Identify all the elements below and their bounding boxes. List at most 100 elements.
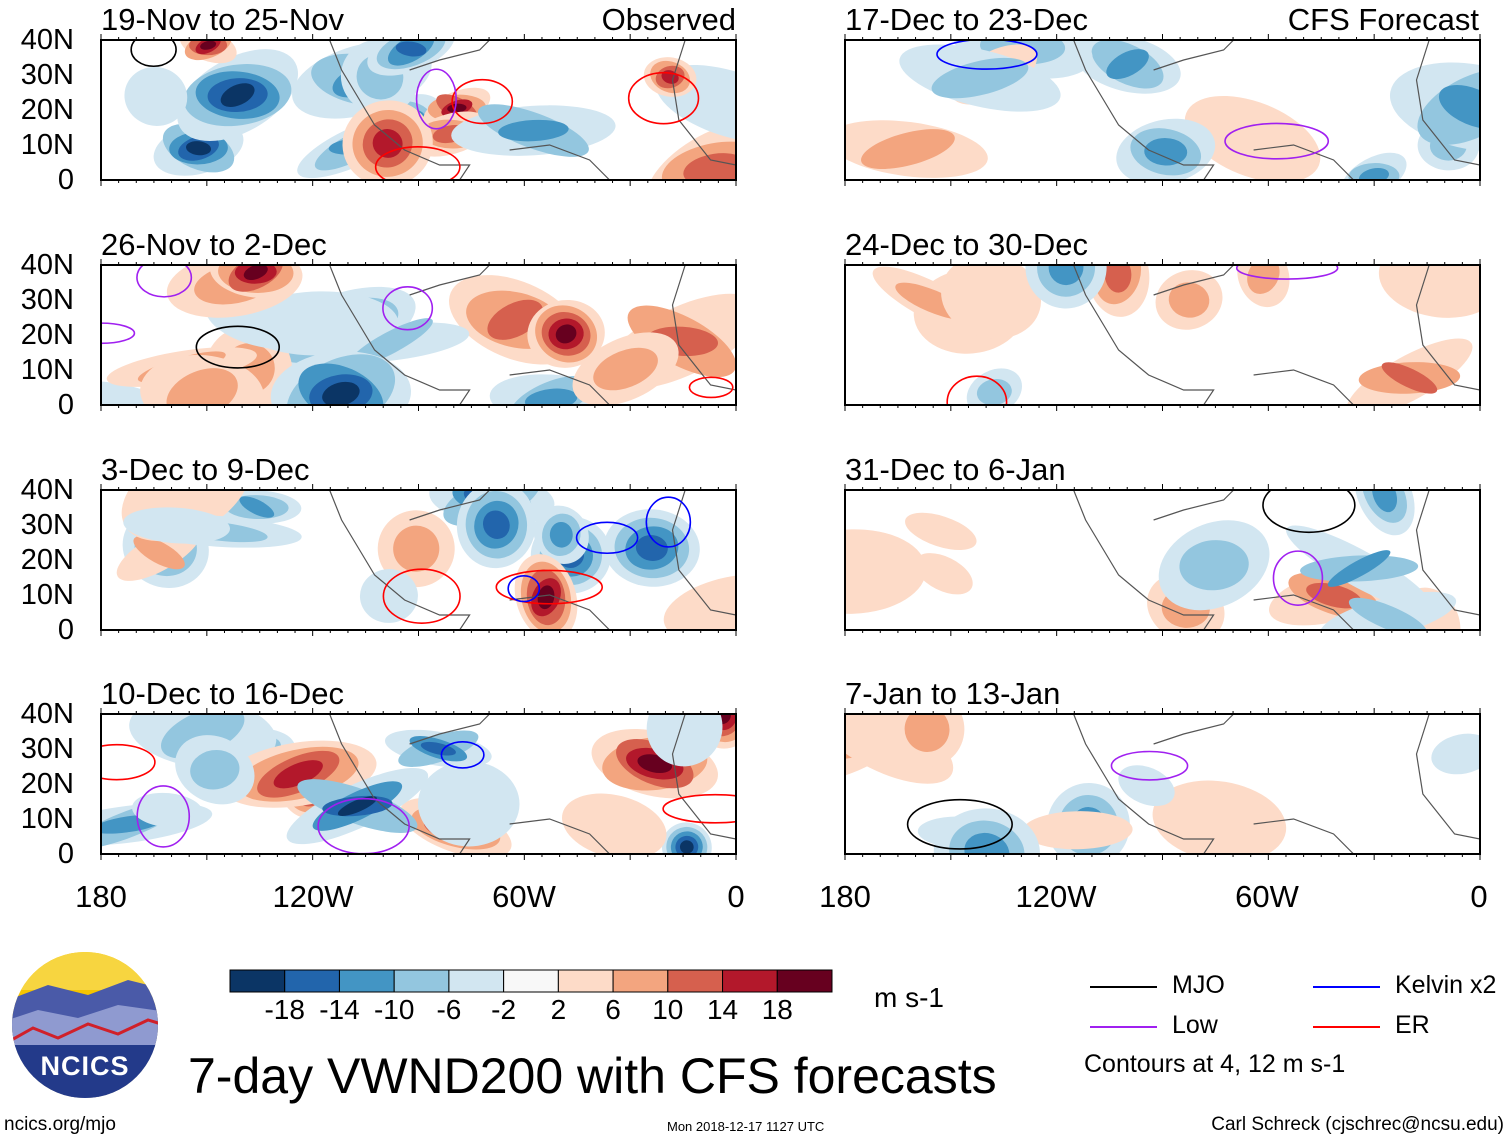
lat-label: 0 (57, 164, 74, 196)
lat-label: 0 (57, 389, 74, 421)
lon-label: 0 (727, 879, 745, 914)
colorbar-swatch (503, 969, 559, 993)
wave-contour (382, 568, 461, 624)
wave-contour (946, 375, 1008, 405)
anomaly-shading (1022, 811, 1133, 850)
map-panel (100, 34, 737, 186)
anomaly-shading (337, 796, 377, 816)
lat-label: 0 (57, 614, 74, 646)
colorbar-label: 10 (652, 994, 684, 1025)
wave-contour (936, 40, 1038, 70)
anomaly-shading (359, 569, 418, 623)
map-panel (844, 484, 1481, 636)
map-panel (100, 484, 737, 636)
anomaly-shading (646, 714, 723, 767)
anomaly-shading (1048, 265, 1084, 286)
panel-title: 17-Dec to 23-Dec (845, 2, 1088, 37)
anomaly-shading (420, 741, 456, 756)
anomaly-shading (905, 512, 977, 550)
wave-contour (575, 521, 639, 555)
colorbar-label: -14 (319, 994, 360, 1025)
wave-contour (130, 40, 177, 68)
coastline (329, 490, 736, 630)
anomaly-shading (964, 832, 1010, 854)
wave-contour (627, 71, 700, 125)
lat-label: 20N (20, 544, 74, 576)
wave-contour (1235, 265, 1339, 280)
anomaly-shading (914, 553, 973, 595)
website-link[interactable]: ncics.org/mjo (4, 1114, 116, 1135)
lat-label: 30N (20, 509, 74, 541)
ncics-logo: NCICS (12, 952, 158, 1098)
anomaly-shading (1106, 49, 1149, 80)
anomaly-shading (1247, 265, 1280, 294)
colorbar-swatch (393, 969, 450, 993)
anomaly-shading (593, 347, 658, 391)
anomaly-shading (904, 714, 950, 752)
anomaly-shading (393, 525, 440, 572)
wave-contour (645, 496, 692, 548)
lat-label: 10N (20, 129, 74, 161)
wave-contour (440, 740, 485, 769)
anomaly-shading (524, 388, 578, 405)
colorbar-swatch (338, 969, 395, 993)
observed-label: Observed (601, 2, 736, 37)
anomaly-shading (976, 378, 1012, 405)
lat-label: 10N (20, 354, 74, 386)
colorbar-swatch (667, 969, 724, 993)
anomaly-shading (1372, 490, 1398, 513)
anomaly-shading (166, 368, 238, 405)
anomaly-shading (1348, 597, 1428, 630)
wave-contour (906, 798, 1013, 850)
lat-label: 20N (20, 94, 74, 126)
anomaly-shading (1381, 362, 1438, 394)
timestamp: Mon 2018-12-17 1127 UTC (667, 1119, 825, 1134)
wave-contour (136, 785, 191, 848)
colorbar-swatch (284, 969, 340, 993)
wave-contour (507, 574, 541, 603)
anomaly-shading (1144, 138, 1188, 166)
anomaly-shading (1152, 780, 1287, 854)
lon-label: 120W (272, 879, 354, 914)
wave-contour (1110, 750, 1189, 781)
anomaly-shading (123, 507, 230, 544)
anomaly-shading (220, 83, 255, 107)
anomaly-shading (555, 324, 577, 344)
anomaly-shading (1118, 765, 1175, 807)
lat-label: 20N (20, 319, 74, 351)
lat-label: 10N (20, 579, 74, 611)
panel-title: 3-Dec to 9-Dec (101, 452, 310, 487)
anomaly-shading (1168, 282, 1210, 318)
colorbar-label: 2 (550, 994, 567, 1025)
lon-label: 180 (819, 879, 871, 914)
anomaly-shading (273, 760, 323, 789)
anomaly-shading (1438, 85, 1480, 129)
anomaly-shading (133, 535, 185, 570)
anomaly-shading (941, 265, 1042, 339)
map-panel (100, 708, 737, 860)
lat-label: 30N (20, 284, 74, 316)
panel-title: 26-Nov to 2-Dec (101, 227, 327, 262)
anomaly-shading (861, 129, 955, 170)
legend-label: Low (1172, 1011, 1218, 1039)
panel-title: 31-Dec to 6-Jan (845, 452, 1066, 487)
wave-contour (136, 265, 193, 298)
lat-label: 40N (20, 24, 74, 56)
anomaly-shading (1378, 265, 1480, 318)
lon-label: 0 (1470, 879, 1488, 914)
lat-label: 40N (20, 474, 74, 506)
anomaly-shading (417, 761, 520, 847)
anomaly-shading (679, 840, 694, 854)
legend-label: Kelvin x2 (1395, 971, 1497, 999)
coastline (1073, 40, 1480, 180)
lat-label: 40N (20, 698, 74, 730)
wave-contour (1272, 550, 1324, 606)
colorbar-label: -2 (491, 994, 517, 1025)
wave-contour (195, 325, 281, 369)
legend-line (1313, 1026, 1380, 1028)
anomaly-shading (200, 40, 217, 50)
colorbar-swatch (612, 969, 669, 993)
coastline (1073, 265, 1480, 405)
author: Carl Schreck (cjschrec@ncsu.edu) (1211, 1114, 1504, 1135)
